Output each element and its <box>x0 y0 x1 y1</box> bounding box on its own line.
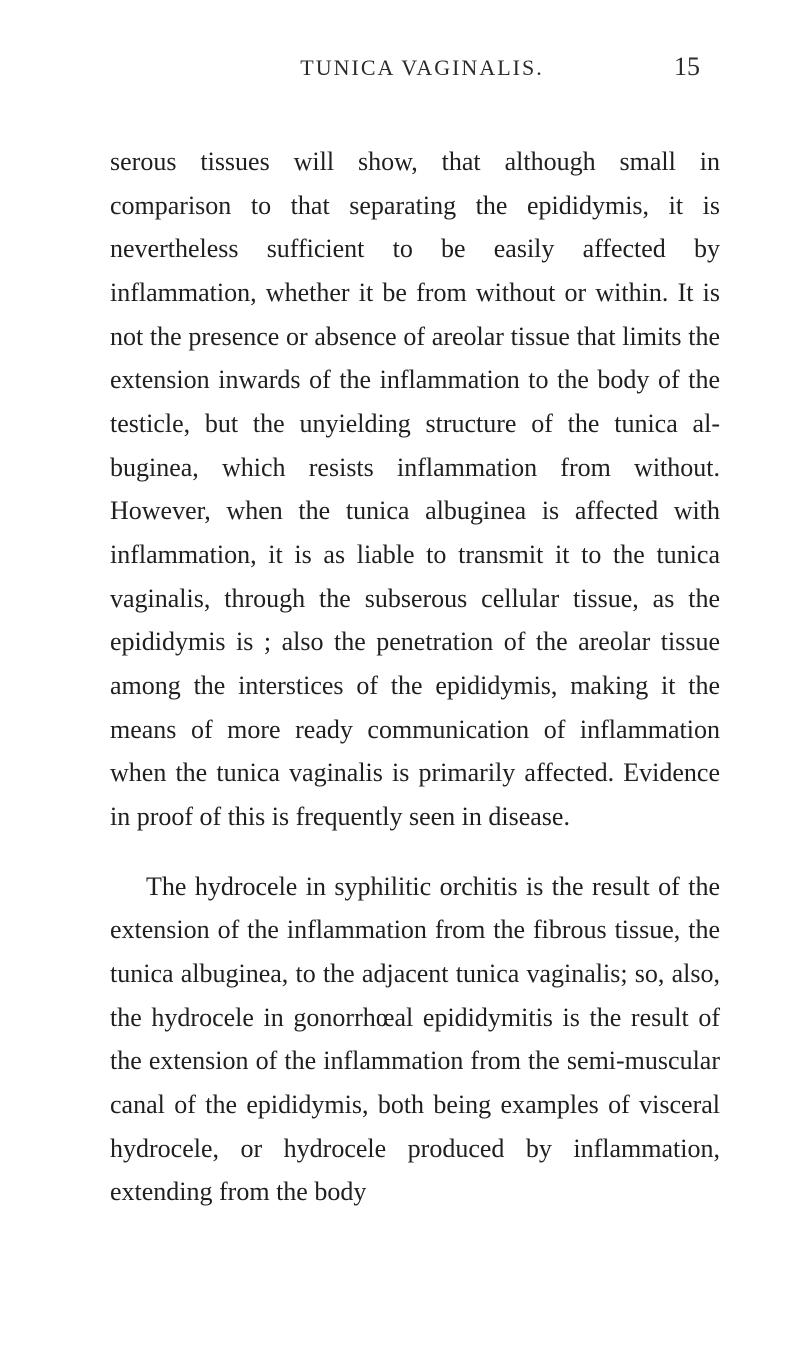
header-title: TUNICA VAGINALIS. <box>170 55 674 81</box>
document-page: TUNICA VAGINALIS. 15 serous tissues will… <box>0 0 800 1346</box>
body-text: serous tissues will show, that although … <box>110 140 720 1214</box>
paragraph-1: serous tissues will show, that although … <box>110 140 720 839</box>
page-header: TUNICA VAGINALIS. 15 <box>110 52 720 82</box>
paragraph-2: The hydrocele in syphilitic orchitis is … <box>110 865 720 1214</box>
page-number: 15 <box>674 52 700 82</box>
